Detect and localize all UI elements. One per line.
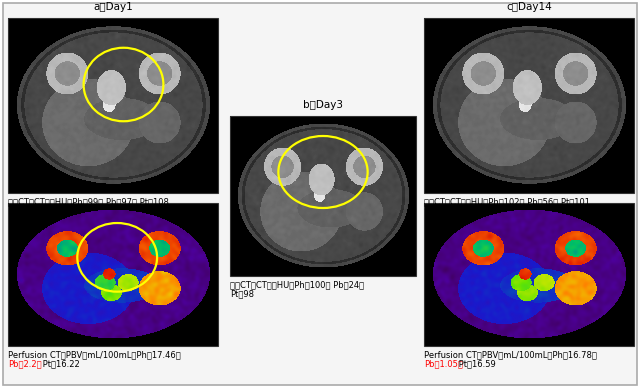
Text: Pt：16.59: Pt：16.59: [456, 359, 496, 368]
Text: Pb：1.05，: Pb：1.05，: [424, 359, 463, 368]
Bar: [424, 18, 634, 193]
Bar: [8, 18, 218, 193]
Text: c：Day14: c：Day14: [506, 2, 552, 12]
Text: 造影CT（CT値：HU）Ph：99， Pb：97， Pt：108: 造影CT（CT値：HU）Ph：99， Pb：97， Pt：108: [8, 197, 169, 206]
Text: 造影CT（CT値：HU）Ph：102， Pb：56， Pt：101: 造影CT（CT値：HU）Ph：102， Pb：56， Pt：101: [424, 197, 590, 206]
Text: Pt：98: Pt：98: [230, 289, 254, 298]
Text: Pt：16.22: Pt：16.22: [40, 359, 80, 368]
Text: b：Day3: b：Day3: [303, 100, 343, 110]
Bar: [230, 116, 416, 276]
Text: Perfusion CT（PBV：mL/100mL）Ph：17.46，: Perfusion CT（PBV：mL/100mL）Ph：17.46，: [8, 350, 180, 359]
Text: Pb：2.2，: Pb：2.2，: [8, 359, 42, 368]
Text: a：Day1: a：Day1: [93, 2, 133, 12]
Text: Perfusion CT（PBV：mL/100mL）Ph：16.78，: Perfusion CT（PBV：mL/100mL）Ph：16.78，: [424, 350, 597, 359]
Bar: [8, 203, 218, 346]
Text: 造影CT（CT値：HU）Ph：100， Pb：24，: 造影CT（CT値：HU）Ph：100， Pb：24，: [230, 280, 364, 289]
Bar: [424, 203, 634, 346]
